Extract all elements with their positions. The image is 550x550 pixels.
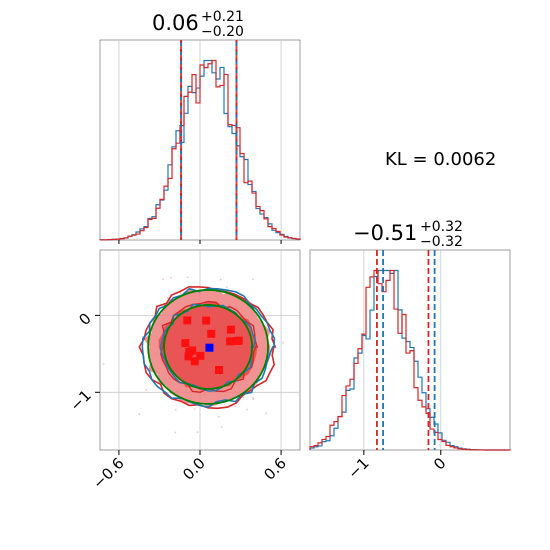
- joint-grid: [100, 250, 300, 450]
- param2-histograms: [309, 269, 511, 451]
- param2-title: −0.51: [353, 221, 417, 245]
- joint-density-cell: [234, 336, 243, 345]
- joint-markers: [205, 343, 214, 352]
- joint-density-cell: [202, 316, 211, 325]
- joint-scatter-point: [166, 297, 169, 299]
- joint-scatter-point: [246, 408, 248, 411]
- joint-gaussian-outer: [147, 289, 270, 405]
- joint-density-cell: [185, 347, 194, 356]
- joint-scatter-point: [161, 278, 164, 281]
- param2-x-tick-label: −1: [344, 454, 372, 482]
- joint-scatter-point: [252, 398, 255, 401]
- joint-x-tick-label: −0.6: [89, 454, 127, 492]
- joint-scatter-point: [193, 408, 196, 411]
- joint-density-cell: [207, 329, 216, 338]
- joint-scatter-point: [252, 278, 254, 281]
- joint-scatter-point: [196, 431, 199, 433]
- joint-scatter-point: [265, 412, 268, 415]
- joint-scatter-point: [282, 341, 284, 344]
- param1-histograms: [99, 59, 301, 241]
- joint-scatter-point: [174, 408, 177, 411]
- joint-density-cell: [226, 325, 235, 334]
- joint-x-tick-label: 0.0: [179, 454, 209, 484]
- joint-contour-outer-a: [141, 287, 276, 409]
- joint-contour-outer-b: [138, 286, 277, 410]
- joint-scatter-point: [186, 276, 189, 279]
- joint-marker-point: [205, 343, 214, 352]
- param2-title-plus: +0.32: [420, 219, 463, 235]
- param1-histogram-panel: [99, 39, 301, 241]
- joint-density-cell: [226, 337, 235, 346]
- param2-histogram-panel: [309, 249, 511, 451]
- joint-density-cell: [184, 352, 193, 361]
- joint-y-tick-label: 0: [75, 309, 94, 328]
- joint-density-cell: [181, 339, 190, 348]
- joint-scatter-point: [252, 396, 254, 399]
- param1-title-plus: +0.21: [201, 9, 244, 25]
- joint-density-cell: [183, 316, 192, 325]
- param2-quantile-lines: [376, 250, 436, 450]
- kl-annotation: KL = 0.0062: [385, 149, 496, 170]
- param1-title: 0.06: [152, 11, 199, 35]
- joint-scatter-point: [217, 415, 220, 418]
- joint-scatter-point: [145, 388, 148, 391]
- param1-title-minus: −0.20: [201, 24, 244, 40]
- joint-x-tick-label: 0.6: [260, 454, 290, 484]
- param2-title-minus: −0.32: [420, 234, 463, 250]
- joint-contours: [138, 286, 277, 410]
- joint-scatter-point: [179, 292, 182, 295]
- joint-scatter-point: [138, 413, 141, 416]
- joint-density-cell: [190, 357, 199, 366]
- joint-2d-panel: [99, 249, 301, 451]
- param2-grid: [363, 250, 442, 450]
- joint-scatter-point: [234, 405, 237, 408]
- joint-gaussian-inner: [163, 304, 254, 390]
- param2-x-tick-label: 0: [430, 454, 449, 473]
- joint-scatter-point: [219, 278, 222, 281]
- joint-contour-inner-b: [159, 300, 259, 394]
- joint-scatter-point: [242, 396, 245, 399]
- param2-hist-series-b: [309, 269, 510, 451]
- joint-scatter-point: [174, 431, 177, 434]
- joint-y-tick-label: −1: [66, 386, 94, 414]
- joint-scatter-point: [102, 363, 105, 365]
- param1-quantile-lines: [180, 40, 238, 240]
- joint-scatter-point: [169, 276, 172, 279]
- joint-scatter-point: [220, 425, 223, 428]
- joint-density-cell: [214, 366, 223, 375]
- param1-hist-series-b: [99, 59, 301, 241]
- joint-density-cell: [196, 351, 205, 360]
- joint-scatter-point: [225, 286, 228, 288]
